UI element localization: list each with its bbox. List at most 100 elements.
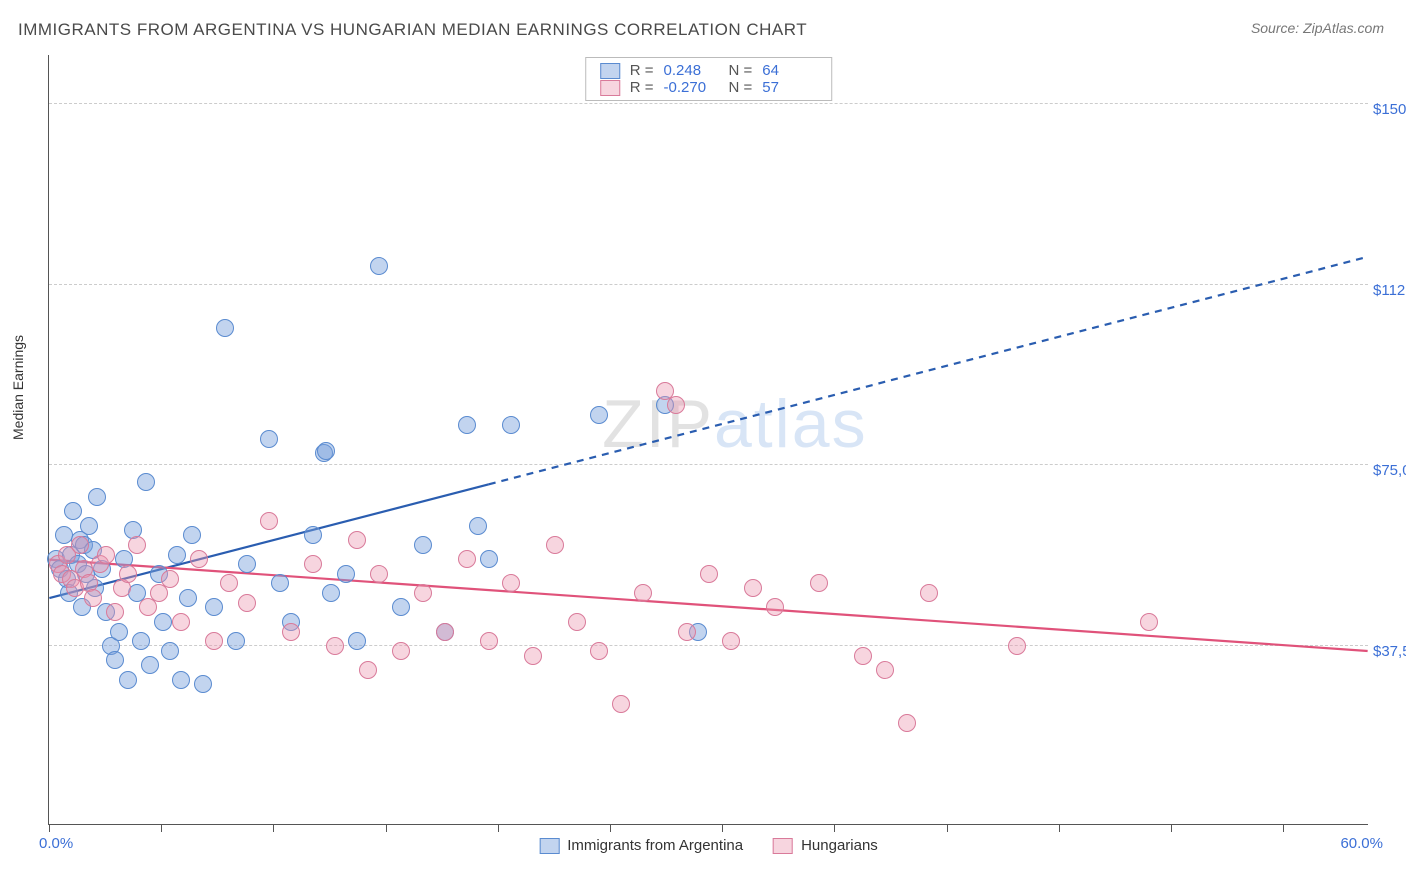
chart-container: IMMIGRANTS FROM ARGENTINA VS HUNGARIAN M… — [0, 0, 1406, 892]
data-point — [414, 584, 432, 602]
data-point — [876, 661, 894, 679]
data-point — [348, 632, 366, 650]
data-point — [458, 550, 476, 568]
data-point — [172, 613, 190, 631]
x-tick — [722, 824, 723, 832]
data-point — [766, 598, 784, 616]
data-point — [227, 632, 245, 650]
grid-line — [49, 284, 1368, 285]
y-tick-label: $150,000 — [1373, 101, 1406, 118]
data-point — [71, 536, 89, 554]
data-point — [480, 632, 498, 650]
data-point — [546, 536, 564, 554]
data-point — [370, 257, 388, 275]
data-point — [179, 589, 197, 607]
stats-legend: R = 0.248 N = 64 R = -0.270 N = 57 — [585, 57, 833, 101]
data-point — [271, 574, 289, 592]
data-point — [326, 637, 344, 655]
data-point — [84, 589, 102, 607]
data-point — [322, 584, 340, 602]
watermark-atlas: atlas — [714, 386, 868, 462]
swatch-hungarians — [600, 80, 620, 96]
data-point — [392, 642, 410, 660]
y-tick-label: $112,500 — [1373, 282, 1406, 299]
data-point — [348, 531, 366, 549]
data-point — [392, 598, 410, 616]
data-point — [678, 623, 696, 641]
x-tick — [49, 824, 50, 832]
trend-lines-svg — [49, 55, 1368, 824]
data-point — [524, 647, 542, 665]
data-point — [898, 714, 916, 732]
grid-line — [49, 645, 1368, 646]
data-point — [238, 555, 256, 573]
data-point — [106, 651, 124, 669]
x-tick — [834, 824, 835, 832]
data-point — [458, 416, 476, 434]
data-point — [88, 488, 106, 506]
data-point — [810, 574, 828, 592]
data-point — [190, 550, 208, 568]
swatch-argentina-bottom — [539, 838, 559, 854]
grid-line — [49, 464, 1368, 465]
swatch-argentina — [600, 63, 620, 79]
data-point — [282, 623, 300, 641]
data-point — [667, 396, 685, 414]
data-point — [854, 647, 872, 665]
data-point — [1140, 613, 1158, 631]
data-point — [436, 623, 454, 641]
data-point — [110, 623, 128, 641]
x-tick — [273, 824, 274, 832]
data-point — [502, 416, 520, 434]
data-point — [220, 574, 238, 592]
x-tick — [947, 824, 948, 832]
y-axis-label: Median Earnings — [10, 335, 26, 440]
r-value-argentina: 0.248 — [664, 62, 719, 79]
data-point — [480, 550, 498, 568]
data-point — [634, 584, 652, 602]
data-point — [97, 546, 115, 564]
legend-label-argentina: Immigrants from Argentina — [567, 837, 743, 854]
data-point — [183, 526, 201, 544]
plot-area: ZIPatlas $37,500$75,000$112,500$150,000 … — [48, 55, 1368, 825]
trend-line-dashed — [489, 257, 1368, 484]
x-tick — [1059, 824, 1060, 832]
n-label: N = — [729, 62, 753, 79]
legend-label-hungarians: Hungarians — [801, 837, 878, 854]
data-point — [194, 675, 212, 693]
data-point — [502, 574, 520, 592]
data-point — [141, 656, 159, 674]
data-point — [590, 642, 608, 660]
x-axis-min-label: 0.0% — [39, 835, 73, 852]
r-label: R = — [630, 79, 654, 96]
n-value-argentina: 64 — [762, 62, 817, 79]
swatch-hungarians-bottom — [773, 838, 793, 854]
data-point — [119, 565, 137, 583]
data-point — [337, 565, 355, 583]
data-point — [317, 442, 335, 460]
data-point — [132, 632, 150, 650]
data-point — [168, 546, 186, 564]
data-point — [137, 473, 155, 491]
series-legend: Immigrants from Argentina Hungarians — [539, 837, 878, 854]
data-point — [744, 579, 762, 597]
n-label: N = — [729, 79, 753, 96]
n-value-hungarians: 57 — [762, 79, 817, 96]
y-tick-label: $37,500 — [1373, 643, 1406, 660]
data-point — [119, 671, 137, 689]
data-point — [64, 502, 82, 520]
data-point — [920, 584, 938, 602]
stats-row-hungarians: R = -0.270 N = 57 — [600, 79, 818, 96]
data-point — [590, 406, 608, 424]
x-tick — [1283, 824, 1284, 832]
x-tick — [1171, 824, 1172, 832]
data-point — [304, 555, 322, 573]
stats-row-argentina: R = 0.248 N = 64 — [600, 62, 818, 79]
r-label: R = — [630, 62, 654, 79]
x-tick — [498, 824, 499, 832]
data-point — [469, 517, 487, 535]
data-point — [359, 661, 377, 679]
data-point — [304, 526, 322, 544]
data-point — [80, 517, 98, 535]
data-point — [568, 613, 586, 631]
